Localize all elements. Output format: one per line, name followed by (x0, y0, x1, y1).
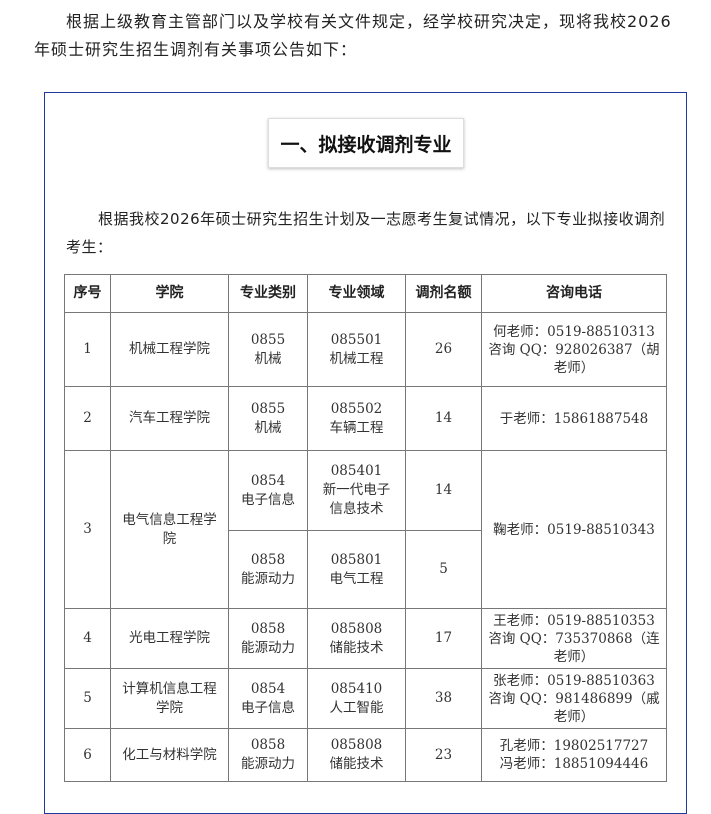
quota: 38 (405, 668, 482, 729)
major-field-line: 新一代电子信息技术 (322, 482, 391, 517)
row-number: 6 (64, 728, 111, 782)
major-category: 0858 能源动力 (228, 608, 308, 669)
major-field: 085501 机械工程 (307, 312, 406, 387)
table-header-row: 序号 学院 专业类别 专业领域 调剂名额 咨询电话 (64, 274, 667, 313)
major-field: 085401 新一代电子信息技术 (307, 450, 406, 531)
contact-info: 何老师：0519-88510313 咨询 QQ：928026387（胡老师） (481, 312, 667, 387)
quota: 5 (405, 530, 482, 609)
major-category-line: 0858 (250, 620, 286, 637)
contact-info-line: 鞠老师：0519-88510343 (493, 521, 655, 538)
contact-info-line: 咨询 QQ：735370868（连老师） (488, 630, 660, 665)
major-category: 0858 能源动力 (228, 530, 308, 609)
row-number: 1 (64, 312, 111, 387)
quota: 26 (405, 312, 482, 387)
row-number: 2 (64, 386, 111, 451)
major-category-line: 机械 (254, 350, 282, 367)
contact-info-line: 王老师：0519-88510353 (493, 612, 655, 629)
major-field-line: 085801 (330, 551, 383, 568)
contact-info-line: 孔老师：19802517727 (499, 738, 649, 754)
row-number: 4 (64, 608, 111, 669)
major-field: 085801 电气工程 (307, 530, 406, 609)
major-field-line: 085808 (330, 737, 383, 753)
major-category: 0855 机械 (228, 386, 308, 451)
major-field-line: 机械工程 (329, 350, 384, 367)
contact-info-line: 何老师：0519-88510313 (493, 323, 655, 340)
major-field-line: 车辆工程 (329, 419, 384, 436)
header-cell: 学院 (110, 274, 229, 313)
adjustment-table: 序号 学院 专业类别 专业领域 调剂名额 咨询电话 1 机械工程学院 0855 机械 0… (64, 274, 667, 782)
row-number: 5 (64, 668, 111, 729)
section-paragraph: 根据我校2026年硕士研究生招生计划及一志愿考生复试情况，以下专业拟接收调剂考生… (66, 210, 666, 256)
major-field-line: 085808 (330, 620, 383, 637)
major-field-line: 085410 (330, 680, 383, 697)
major-field-line: 储能技术 (329, 756, 384, 772)
header-cell: 咨询电话 (481, 274, 667, 313)
quota: 17 (405, 608, 482, 669)
major-category-line: 0854 (250, 472, 286, 489)
intro-paragraph: 根据上级教育主管部门以及学校有关文件规定，经学校研究决定，现将我校2026年硕士… (34, 12, 672, 59)
major-field: 085808 储能技术 (307, 728, 406, 782)
major-field: 085502 车辆工程 (307, 386, 406, 451)
table-row: 5 计算机信息工程学院 0854 电子信息 085410 人工智能 38 张老师：0519-8… (64, 668, 667, 729)
header-cell: 序号 (64, 274, 111, 313)
major-field-line: 085501 (330, 331, 383, 348)
major-field: 085808 储能技术 (307, 608, 406, 669)
contact-info-line: 于老师：15861887548 (499, 410, 649, 427)
major-category-line: 电子信息 (241, 699, 295, 716)
major-category-line: 0858 (250, 551, 286, 568)
quota: 14 (405, 450, 482, 531)
major-category: 0855 机械 (228, 312, 308, 387)
section-title: 一、拟接收调剂专业 (268, 118, 464, 168)
table-row: 3 电气信息工程学院 0854 电子信息 085401 新一代电子信息技术 14 鞠老师：05… (64, 450, 667, 609)
contact-info-line: 咨询 QQ：928026387（胡老师） (488, 341, 660, 376)
major-field-line: 储能技术 (329, 639, 384, 656)
college-name: 光电工程学院 (110, 608, 229, 669)
major-category-line: 0855 (250, 331, 286, 348)
college-name: 汽车工程学院 (110, 386, 229, 451)
contact-info: 张老师：0519-88510363 咨询 QQ：981486899（戚老师） (481, 668, 667, 729)
table-row: 0858 能源动力 085801 电气工程 5 (65, 530, 667, 609)
major-category-line: 能源动力 (241, 639, 295, 656)
college-name: 电气信息工程学院 (110, 450, 229, 609)
contact-info: 孔老师：19802517727 冯老师：18851094446 (481, 728, 667, 782)
major-field-line: 电气工程 (329, 570, 384, 587)
major-category: 0854 电子信息 (228, 668, 308, 729)
college-name: 机械工程学院 (110, 312, 229, 387)
major-category: 0854 电子信息 (228, 450, 308, 531)
quota: 23 (405, 728, 482, 782)
major-category-line: 0858 (250, 737, 286, 753)
header-cell: 专业类别 (228, 274, 308, 313)
contact-info-line: 张老师：0519-88510363 (493, 672, 655, 689)
major-field-line: 085401 (330, 463, 383, 479)
major-category-line: 机械 (254, 419, 282, 436)
table-row: 6 化工与材料学院 0858 能源动力 085808 储能技术 23 孔老师：19802517… (64, 728, 667, 782)
contact-info-line: 冯老师：18851094446 (499, 756, 649, 772)
college-name: 计算机信息工程学院 (110, 668, 229, 729)
row-number: 3 (64, 450, 111, 609)
major-category: 0858 能源动力 (228, 728, 308, 782)
quota: 14 (405, 386, 482, 451)
major-category-line: 能源动力 (241, 570, 295, 587)
table-row: 4 光电工程学院 0858 能源动力 085808 储能技术 17 王老师：0519-8851… (64, 608, 667, 669)
contact-info-line: 咨询 QQ：981486899（戚老师） (488, 690, 660, 725)
table-row: 1 机械工程学院 0855 机械 085501 机械工程 26 何老师：0519-885103… (64, 312, 667, 387)
major-category-line: 电子信息 (241, 491, 295, 508)
college-name: 化工与材料学院 (110, 728, 229, 782)
contact-info: 鞠老师：0519-88510343 (481, 450, 667, 609)
major-field-line: 人工智能 (329, 699, 384, 716)
major-field-line: 085502 (330, 400, 383, 417)
header-cell: 调剂名额 (405, 274, 482, 313)
section-frame: 一、拟接收调剂专业 根据我校2026年硕士研究生招生计划及一志愿考生复试情况，以… (44, 92, 687, 814)
contact-info: 于老师：15861887548 (481, 386, 667, 451)
major-category-line: 0855 (250, 400, 286, 417)
major-field: 085410 人工智能 (307, 668, 406, 729)
contact-info: 王老师：0519-88510353 咨询 QQ：735370868（连老师） (481, 608, 667, 669)
header-cell: 专业领域 (307, 274, 406, 313)
major-category-line: 能源动力 (241, 756, 295, 772)
major-category-line: 0854 (250, 680, 286, 697)
table-row: 2 汽车工程学院 0855 机械 085502 车辆工程 14 于老师：15861887548 (64, 386, 667, 451)
